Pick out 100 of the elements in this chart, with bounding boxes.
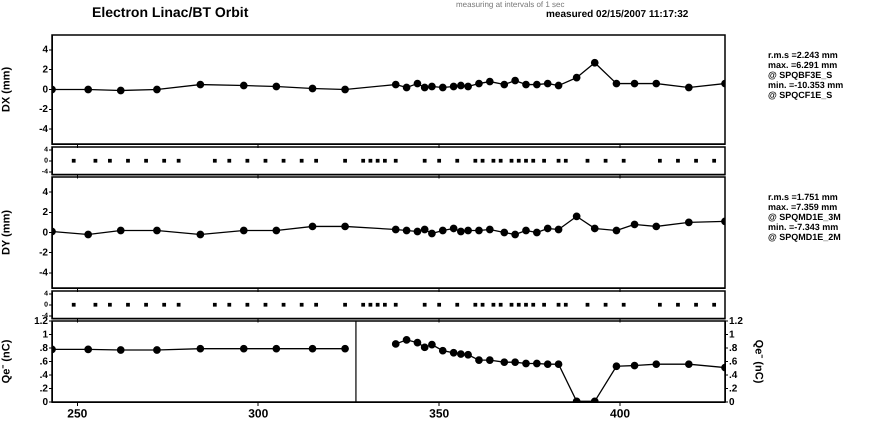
point — [196, 344, 204, 353]
point — [153, 346, 161, 354]
text: max. =6.291 mm — [768, 60, 838, 70]
point — [392, 340, 400, 348]
y-axis-title: DY (mm) — [0, 210, 13, 256]
point — [612, 226, 620, 234]
point — [84, 230, 92, 238]
y-tick-label: 2 — [42, 207, 48, 218]
x-tick-label: 300 — [248, 406, 269, 421]
point — [554, 82, 562, 90]
point — [554, 226, 562, 234]
text: max. =7.359 mm — [768, 202, 838, 212]
point — [240, 344, 248, 353]
text: r.m.s =2.243 mm — [768, 50, 838, 60]
point — [428, 230, 436, 238]
point — [420, 84, 429, 92]
point — [590, 58, 599, 67]
point — [612, 362, 620, 370]
point — [308, 344, 316, 353]
y-tick-label: -4 — [39, 268, 48, 279]
point — [457, 82, 465, 90]
chart-title: Electron Linac/BT Orbit — [92, 4, 248, 20]
point — [116, 86, 125, 94]
point — [684, 360, 693, 368]
point — [652, 80, 660, 88]
point — [572, 74, 580, 82]
point — [308, 222, 316, 230]
point — [544, 360, 552, 368]
y-tick-label: 1 — [42, 329, 48, 340]
point — [457, 350, 465, 358]
y-tick-label: 0 — [42, 227, 48, 238]
x-tick-label: 350 — [429, 406, 450, 421]
y-axis-title: DX (mm) — [0, 66, 13, 112]
y-tick-label: -2 — [39, 247, 48, 258]
point — [240, 82, 248, 90]
point — [500, 358, 508, 366]
point — [511, 358, 519, 366]
point — [522, 80, 530, 88]
point — [554, 360, 562, 368]
y-tick-label: 2 — [42, 64, 48, 76]
point — [511, 76, 519, 84]
point — [428, 82, 436, 90]
point — [475, 80, 483, 88]
point — [475, 226, 483, 234]
y2-tick-label: .4 — [729, 370, 738, 381]
point — [652, 222, 660, 230]
y2-tick-label: 0 — [729, 396, 735, 408]
point — [116, 226, 125, 234]
chart-subtitle: measured 02/15/2007 11:17:32 — [546, 9, 688, 20]
point — [341, 86, 349, 94]
point — [308, 84, 316, 92]
point — [420, 226, 429, 234]
y-tick-label: .6 — [40, 356, 48, 368]
point — [464, 82, 472, 90]
point — [533, 360, 541, 368]
y2-tick-label: 1.2 — [729, 316, 744, 327]
y-tick-label: 4 — [42, 186, 48, 198]
y2-tick-label: 1 — [729, 329, 735, 340]
y2-axis-title: Qe⁻ (nC) — [752, 340, 764, 384]
point — [414, 338, 422, 346]
point — [475, 356, 483, 364]
point — [153, 226, 161, 234]
text: min. =-7.343 mm — [768, 222, 838, 232]
point — [500, 228, 508, 236]
point — [544, 224, 552, 232]
point — [450, 224, 458, 232]
point — [572, 212, 580, 220]
point — [272, 226, 280, 234]
point — [500, 80, 508, 88]
point — [392, 80, 400, 88]
point — [630, 80, 638, 88]
point — [544, 80, 552, 88]
point — [438, 346, 447, 355]
point — [420, 343, 429, 352]
point — [402, 226, 410, 234]
y-tick-label: .4 — [40, 370, 48, 381]
y-tick-label: 4 — [42, 44, 48, 56]
y2-tick-label: .6 — [729, 356, 738, 368]
y-axis-title: Qe⁻ (nC) — [0, 339, 13, 384]
point — [402, 336, 410, 344]
point — [612, 80, 620, 88]
x-tick-label: 250 — [67, 406, 88, 421]
point — [511, 230, 519, 238]
point — [341, 344, 349, 353]
point — [464, 226, 472, 234]
point — [272, 344, 280, 353]
point — [522, 360, 530, 368]
point — [414, 228, 422, 236]
y-tick-label: -4 — [39, 124, 48, 135]
y-tick-label: -2 — [39, 104, 48, 116]
point — [341, 222, 349, 230]
point — [402, 84, 410, 92]
point — [84, 346, 92, 354]
text: @ SPQMD1E_2M — [768, 232, 841, 242]
y-tick-label: 1.2 — [34, 316, 48, 327]
point — [486, 226, 494, 234]
point — [533, 228, 541, 236]
point — [457, 228, 465, 236]
point — [428, 340, 436, 348]
point — [450, 348, 458, 357]
